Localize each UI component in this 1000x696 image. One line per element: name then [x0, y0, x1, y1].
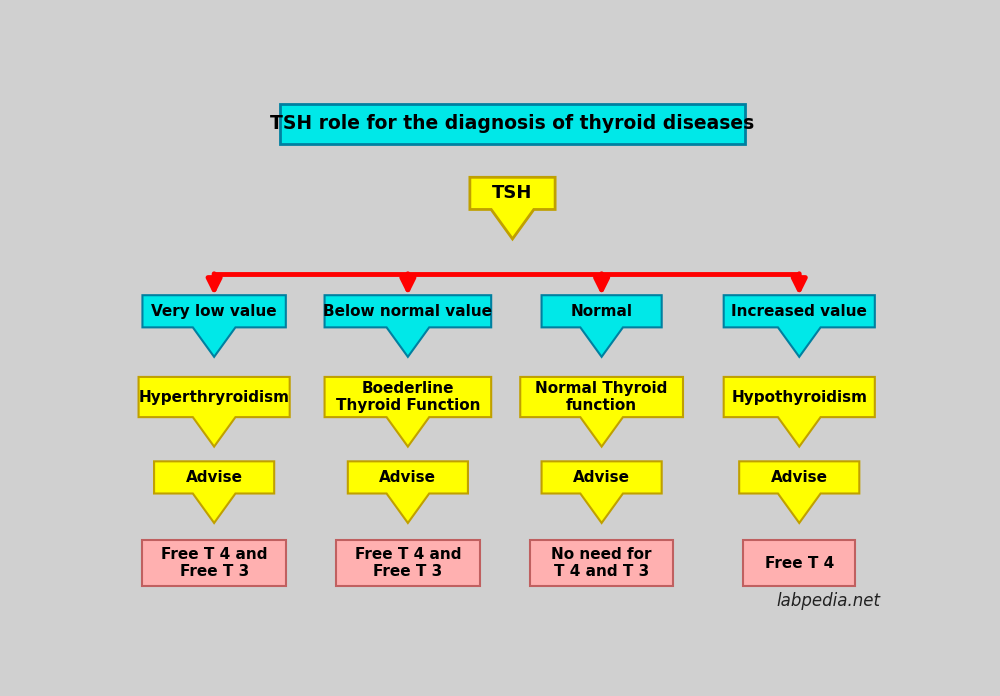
Text: Very low value: Very low value: [151, 303, 277, 319]
Polygon shape: [348, 461, 468, 523]
Text: TSH role for the diagnosis of thyroid diseases: TSH role for the diagnosis of thyroid di…: [270, 114, 755, 133]
Text: Advise: Advise: [186, 470, 243, 485]
Text: Hyperthryroidism: Hyperthryroidism: [139, 390, 290, 404]
Polygon shape: [724, 295, 875, 357]
Polygon shape: [325, 377, 491, 447]
Text: TSH: TSH: [492, 184, 533, 203]
Text: Increased value: Increased value: [731, 303, 867, 319]
Text: Advise: Advise: [771, 470, 828, 485]
FancyBboxPatch shape: [336, 540, 480, 586]
FancyBboxPatch shape: [142, 540, 286, 586]
Text: Free T 4: Free T 4: [765, 555, 834, 571]
Text: Boederline
Thyroid Function: Boederline Thyroid Function: [336, 381, 480, 413]
Polygon shape: [470, 177, 555, 239]
FancyBboxPatch shape: [530, 540, 673, 586]
Polygon shape: [139, 377, 290, 447]
Polygon shape: [542, 295, 662, 357]
FancyBboxPatch shape: [743, 540, 855, 586]
Polygon shape: [520, 377, 683, 447]
Text: Advise: Advise: [573, 470, 630, 485]
Polygon shape: [739, 461, 859, 523]
Polygon shape: [154, 461, 274, 523]
FancyBboxPatch shape: [280, 104, 745, 144]
Text: Normal: Normal: [571, 303, 633, 319]
Text: No need for
T 4 and T 3: No need for T 4 and T 3: [551, 547, 652, 579]
Text: Free T 4 and
Free T 3: Free T 4 and Free T 3: [161, 547, 267, 579]
Text: Normal Thyroid
function: Normal Thyroid function: [535, 381, 668, 413]
Text: Advise: Advise: [379, 470, 436, 485]
Polygon shape: [142, 295, 286, 357]
Polygon shape: [325, 295, 491, 357]
Polygon shape: [724, 377, 875, 447]
Text: labpedia.net: labpedia.net: [777, 592, 881, 610]
Polygon shape: [542, 461, 662, 523]
Text: Below normal value: Below normal value: [323, 303, 492, 319]
Text: Hypothyroidism: Hypothyroidism: [731, 390, 867, 404]
Text: Free T 4 and
Free T 3: Free T 4 and Free T 3: [355, 547, 461, 579]
